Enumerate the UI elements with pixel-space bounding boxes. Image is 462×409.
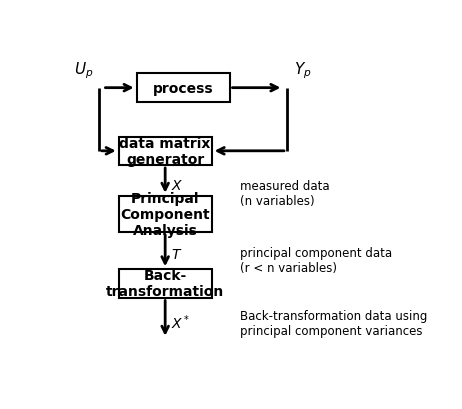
Text: Back-transformation data using
principal component variances: Back-transformation data using principal…: [240, 309, 428, 337]
Text: $Y_p$: $Y_p$: [294, 60, 312, 81]
Bar: [119, 137, 212, 166]
Bar: [137, 74, 230, 103]
Text: $X$: $X$: [170, 179, 183, 193]
Text: measured data
(n variables): measured data (n variables): [240, 180, 330, 208]
Text: process: process: [153, 81, 213, 95]
Text: $X^*$: $X^*$: [170, 312, 190, 331]
Text: $U_p$: $U_p$: [74, 60, 93, 81]
Text: Back-
transformation: Back- transformation: [106, 269, 224, 299]
Text: Principal
Component
Analysis: Principal Component Analysis: [121, 191, 210, 238]
Bar: [119, 270, 212, 298]
Text: principal component data
(r < n variables): principal component data (r < n variable…: [240, 246, 393, 274]
Text: data matrix
generator: data matrix generator: [120, 136, 211, 166]
Bar: [119, 196, 212, 233]
Text: $T$: $T$: [170, 247, 182, 261]
